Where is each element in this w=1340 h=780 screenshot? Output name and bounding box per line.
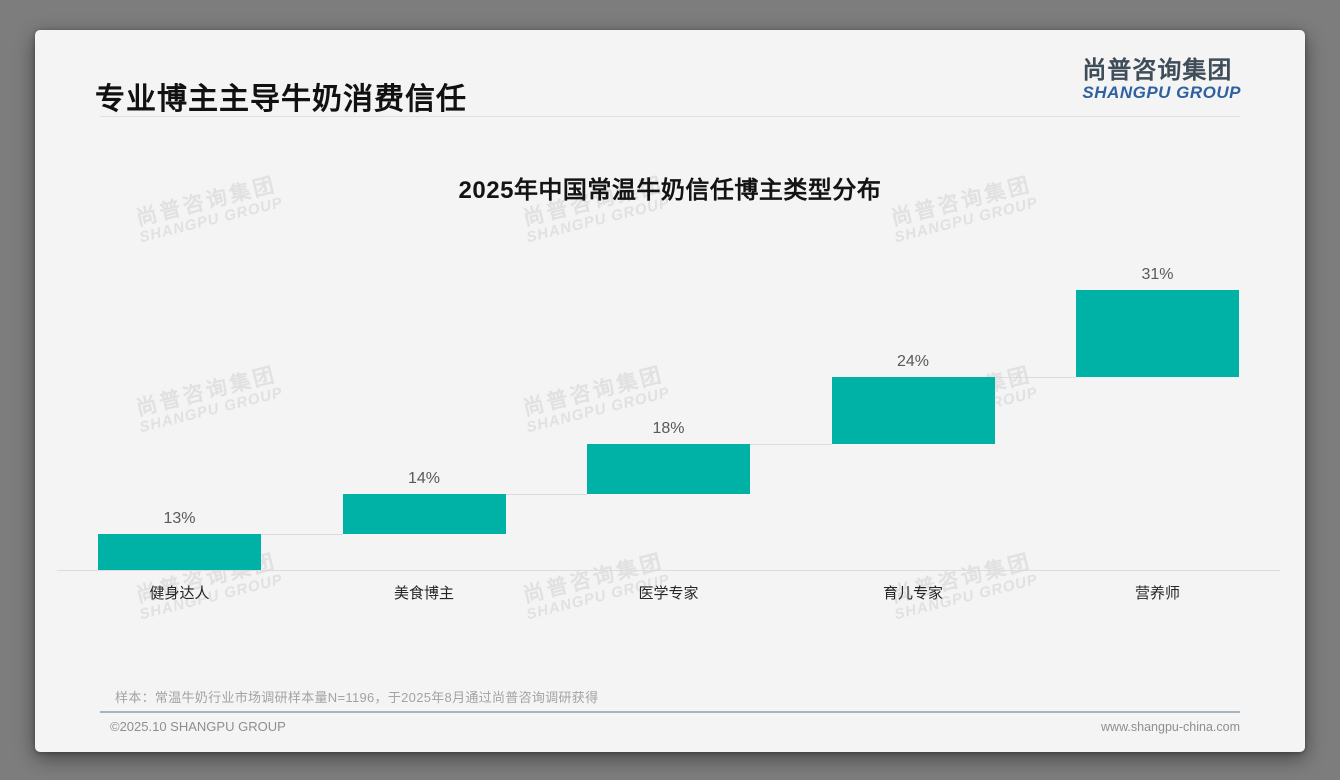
value-label-营养师: 31%	[1141, 266, 1174, 283]
footer-copyright: ©2025.10 SHANGPU GROUP	[110, 719, 286, 734]
title-divider	[100, 116, 1240, 117]
slide: 尚普咨询集团 SHANGPU GROUP 尚普咨询集团 SHANGPU GROUP 尚普…	[35, 30, 1305, 752]
value-label-育儿专家: 24%	[896, 352, 930, 370]
connector-line-3	[750, 444, 832, 445]
logo-chinese-text: 尚普咨询集团	[1082, 57, 1233, 84]
footer-website-url: www.shangpu-china.com	[1101, 720, 1240, 734]
category-label-育儿专家: 育儿专家	[882, 585, 943, 602]
category-label-美食博主: 美食博主	[393, 585, 454, 602]
value-label-健身达人: 13%	[163, 509, 196, 527]
sample-note: 样本：常温牛奶行业市场调研样本量N=1196，于2025年8月通过尚普咨询调研获…	[115, 690, 599, 705]
bar-营养师	[1076, 290, 1239, 377]
connector-line-1	[261, 533, 343, 535]
bar-美食博主	[342, 494, 506, 534]
connector-line-2	[505, 494, 587, 496]
connector-line-4	[994, 376, 1076, 378]
x-axis-line	[57, 570, 1280, 571]
category-label-医学专家: 医学专家	[638, 585, 699, 602]
page-title: 专业博主主导牛奶消费信任	[95, 83, 467, 116]
bar-医学专家	[587, 444, 750, 495]
value-label-美食博主: 14%	[407, 470, 441, 488]
chart-area: 13% 健身达人 14% 美食博主 18% 医学专家 24% 育儿专家 31% 营养师	[35, 30, 1305, 752]
bar-健身达人	[98, 533, 261, 570]
shangpu-logo: 尚普咨询集团 SHANGPU GROUP	[1082, 58, 1241, 102]
bar-育儿专家	[831, 376, 995, 444]
chart-title: 2025年中国常温牛奶信任博主类型分布	[458, 177, 882, 204]
footer-divider	[100, 711, 1240, 713]
category-label-健身达人: 健身达人	[149, 585, 210, 602]
value-label-医学专家: 18%	[652, 420, 685, 437]
logo-english-text: SHANGPU GROUP	[1082, 83, 1241, 103]
category-label-营养师: 营养师	[1134, 585, 1180, 602]
